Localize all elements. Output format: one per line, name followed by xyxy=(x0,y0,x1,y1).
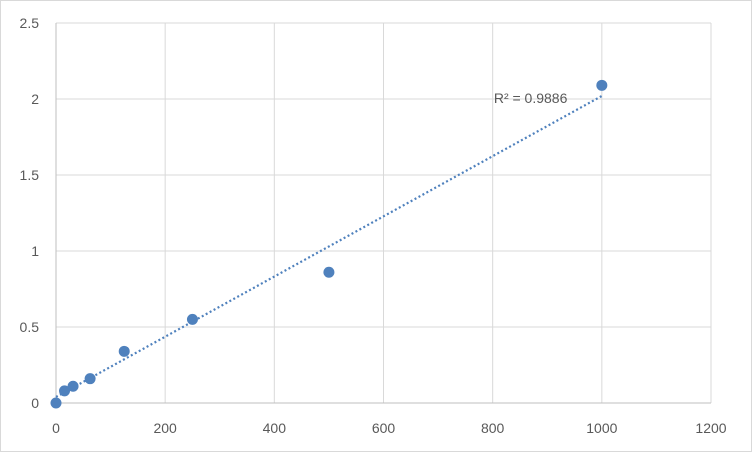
data-points xyxy=(50,79,608,409)
axes xyxy=(55,23,711,404)
y-tick-label: 2.5 xyxy=(20,15,40,31)
x-tick-label: 400 xyxy=(263,420,287,436)
x-tick-label: 800 xyxy=(481,420,505,436)
y-tick-label: 2 xyxy=(31,91,39,107)
x-tick-label: 0 xyxy=(52,420,60,436)
data-point xyxy=(118,345,130,357)
x-tick-label: 1000 xyxy=(586,420,617,436)
y-tick-label: 1 xyxy=(31,243,39,259)
data-point xyxy=(596,79,608,91)
x-tick-label: 600 xyxy=(372,420,396,436)
y-tick-label: 0 xyxy=(31,395,39,411)
data-point xyxy=(84,373,96,385)
x-tick-label: 1200 xyxy=(695,420,726,436)
y-tick-label: 0.5 xyxy=(20,319,40,335)
linear-trendline xyxy=(55,94,603,398)
data-point xyxy=(59,385,71,397)
data-point xyxy=(186,313,198,325)
data-point xyxy=(67,380,79,392)
data-point xyxy=(323,266,335,278)
x-tick-label: 200 xyxy=(153,420,177,436)
gridlines xyxy=(56,22,712,403)
y-tick-label: 1.5 xyxy=(20,167,40,183)
trendline xyxy=(55,94,603,398)
tick-labels: 0 200 400 600 800 1000 1200 0 0.5 1 1.5 2 2.5 xyxy=(20,15,727,436)
trendline-r2-label: R² = 0.9886 xyxy=(494,90,568,106)
data-point xyxy=(50,397,62,409)
